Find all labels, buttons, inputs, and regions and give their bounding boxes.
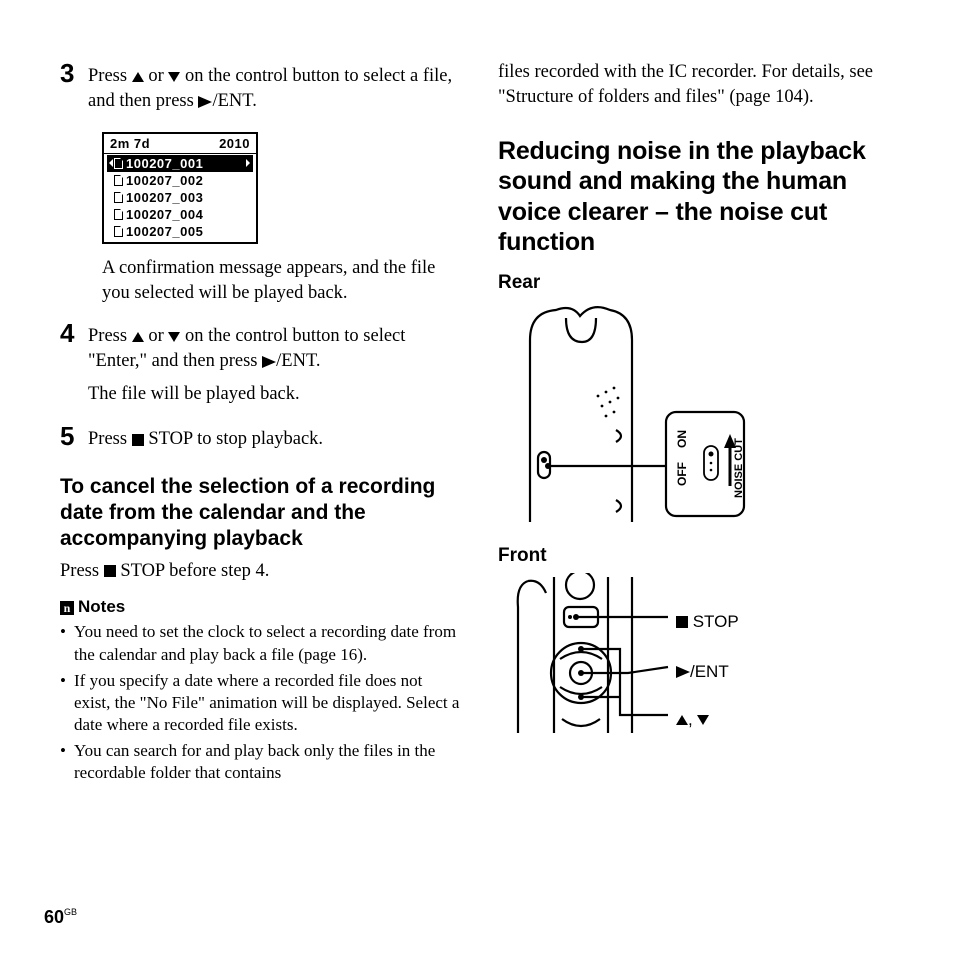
lcd-row: 100207_004 (107, 206, 253, 223)
lcd-row: 100207_002 (107, 172, 253, 189)
step-body: Press or on the control button to select… (88, 320, 462, 415)
lcd-filename: 100207_005 (126, 224, 203, 239)
lcd-year: 2010 (219, 136, 250, 151)
caret-right-icon (246, 159, 250, 167)
step3-followup: A confirmation message appears, and the … (102, 256, 462, 306)
text: Press (88, 326, 132, 346)
note-item: If you specify a date where a recorded f… (60, 670, 462, 736)
switch-on-label: ON (675, 430, 689, 448)
down-icon (168, 332, 180, 342)
lcd-filename: 100207_002 (126, 173, 203, 188)
down-icon (168, 72, 180, 82)
front-label: Front (498, 545, 900, 567)
file-icon (114, 209, 123, 220)
noise-cut-label: NOISE CUT (733, 438, 745, 498)
text: or (144, 66, 169, 86)
left-column: 3 Press or on the control button to sele… (60, 60, 462, 788)
up-icon (132, 72, 144, 82)
notes-list: You need to set the clock to select a re… (60, 621, 462, 784)
page-num-value: 60 (44, 907, 64, 927)
text: /ENT (690, 662, 729, 681)
text: or (144, 326, 169, 346)
step-3: 3 Press or on the control button to sele… (60, 60, 462, 122)
lcd-row: 100207_005 (107, 223, 253, 240)
rear-label: Rear (498, 272, 900, 294)
up-icon (676, 715, 688, 725)
front-ent-label: /ENT (676, 662, 729, 682)
step-number: 3 (60, 60, 80, 86)
switch-off-label: OFF (675, 462, 689, 486)
notes-label: Notes (78, 597, 125, 616)
play-icon (262, 356, 276, 368)
lcd-date: 2m 7d (110, 136, 150, 151)
text: STOP before step 4. (116, 561, 270, 581)
cancel-heading: To cancel the selection of a recording d… (60, 474, 462, 553)
main-heading: Reducing noise in the playback sound and… (498, 136, 900, 258)
step-number: 4 (60, 320, 80, 346)
lcd-row: 100207_003 (107, 189, 253, 206)
stop-icon (132, 434, 144, 446)
lcd-filename: 100207_004 (126, 207, 203, 222)
play-icon (198, 96, 212, 108)
step-4: 4 Press or on the control button to sele… (60, 320, 462, 415)
play-icon (676, 666, 690, 678)
note-item: You can search for and play back only th… (60, 740, 462, 784)
lcd-row-selected: 100207_001 (107, 155, 253, 172)
step4-line2: The file will be played back. (88, 382, 462, 407)
text: /ENT. (276, 351, 320, 371)
right-top-para: files recorded with the IC recorder. For… (498, 60, 900, 110)
caret-left-icon (109, 159, 113, 167)
rear-diagram: OFF ON NOISE CUT (498, 300, 900, 535)
step-number: 5 (60, 423, 80, 449)
text: , (688, 710, 697, 729)
lcd-filename: 100207_001 (126, 156, 203, 171)
lcd-screen: 2m 7d 2010 100207_001 100207_002 100207_… (102, 132, 258, 244)
text: Press (88, 66, 132, 86)
lcd-filename: 100207_003 (126, 190, 203, 205)
text: Press (88, 429, 132, 449)
file-icon (114, 158, 123, 169)
down-icon (697, 715, 709, 725)
step-body: Press STOP to stop playback. (88, 423, 323, 460)
step-5: 5 Press STOP to stop playback. (60, 423, 462, 460)
lcd-file-list: 100207_001 100207_002 100207_003 100207_… (104, 153, 256, 242)
page-region: GB (64, 907, 77, 917)
text: /ENT. (212, 91, 256, 111)
file-icon (114, 192, 123, 203)
front-diagram: STOP /ENT , (498, 573, 900, 748)
file-icon (114, 226, 123, 237)
front-stop-label: STOP (676, 612, 739, 632)
up-icon (132, 332, 144, 342)
notes-heading: n Notes (60, 597, 462, 617)
text: STOP (688, 612, 739, 631)
step-body: Press or on the control button to select… (88, 60, 462, 122)
note-item: You need to set the clock to select a re… (60, 621, 462, 665)
stop-icon (676, 616, 688, 628)
note-icon: n (60, 601, 74, 615)
text: STOP to stop playback. (144, 429, 323, 449)
right-column: files recorded with the IC recorder. For… (498, 60, 900, 788)
front-arrows-label: , (676, 710, 709, 730)
stop-icon (104, 565, 116, 577)
text: Press (60, 561, 104, 581)
file-icon (114, 175, 123, 186)
cancel-body: Press STOP before step 4. (60, 559, 462, 584)
page-number: 60GB (44, 907, 77, 928)
